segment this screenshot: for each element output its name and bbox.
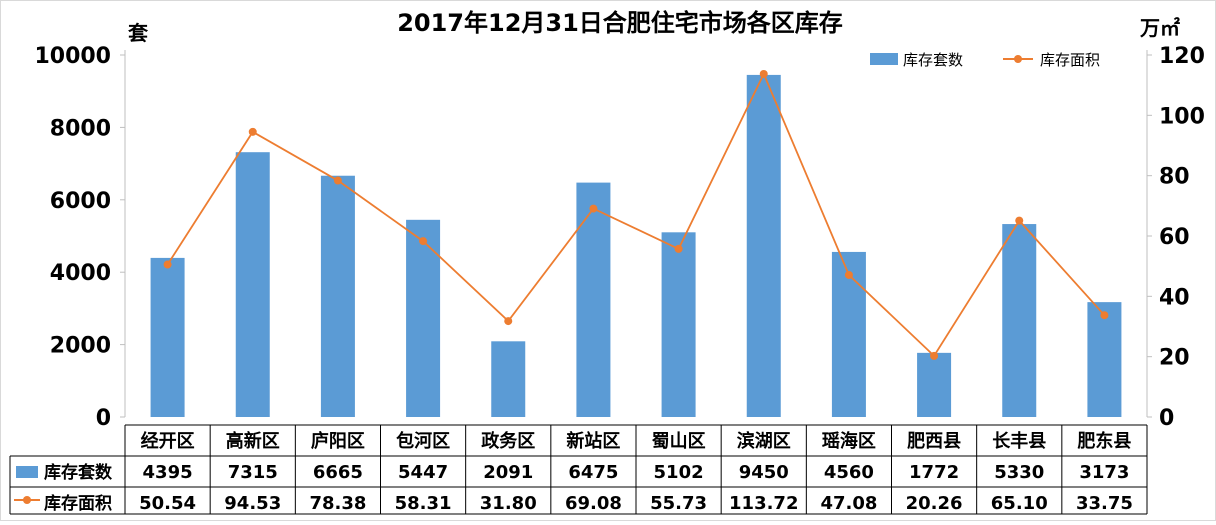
right-tick-label: 40: [1159, 285, 1190, 310]
left-tick-label: 4000: [50, 261, 111, 286]
right-tick-label: 20: [1159, 346, 1190, 371]
category-label: 肥东县: [1076, 430, 1131, 452]
left-axis-unit: 套: [128, 21, 148, 45]
table-cell-area: 33.75: [1076, 493, 1133, 514]
table-cell-area: 20.26: [906, 493, 963, 514]
area-point-8: [759, 69, 768, 78]
data-table: 经开区 高新区 庐阳区 包河区 政务区 新站区 蜀山区 滨湖区 瑶海区 肥西县 长丰县 肥东县库存套数…: [9, 424, 1148, 515]
table-line-marker: [23, 496, 31, 504]
area-point-2: [248, 127, 257, 136]
table-cell-units: 2091: [483, 462, 533, 483]
chart-title: 2017年12月31日合肥住宅市场各区库存: [397, 9, 843, 37]
bar-10: [917, 352, 952, 417]
area-point-7: [674, 244, 683, 253]
area-point-11: [1015, 216, 1024, 225]
area-line: [166, 71, 1106, 358]
bar-7: [661, 232, 696, 417]
legend-bar-label: 库存套数: [903, 51, 963, 69]
area-point-1: [163, 260, 172, 269]
table-cell-area: 65.10: [991, 493, 1048, 514]
right-tick-label: 0: [1159, 406, 1174, 431]
table-row-header: 库存面积: [44, 493, 112, 514]
bar-8: [746, 74, 781, 417]
right-tick-label: 120: [1159, 44, 1205, 69]
table-cell-area: 47.08: [820, 493, 877, 514]
right-tick-label: 100: [1159, 104, 1205, 129]
category-label: 长丰县: [992, 430, 1046, 452]
table-cell-area: 78.38: [309, 493, 366, 514]
table-cell-units: 5102: [654, 462, 704, 483]
table-cell-area: 31.80: [480, 493, 537, 514]
category-label: 新站区: [566, 430, 620, 452]
category-label: 庐阳区: [311, 430, 365, 452]
table-cell-area: 94.53: [224, 493, 281, 514]
table-row-header: 库存套数: [44, 462, 113, 483]
left-tick-label: 6000: [50, 189, 111, 214]
left-tick-label: 2000: [50, 334, 111, 359]
bar-5: [491, 341, 526, 417]
legend-line-marker: [1014, 55, 1022, 63]
category-label: 高新区: [226, 430, 280, 452]
table-cell-units: 1772: [909, 462, 959, 483]
table-cell-units: 7315: [228, 462, 278, 483]
area-point-3: [333, 176, 342, 185]
area-point-6: [589, 204, 598, 213]
left-tick-label: 8000: [50, 116, 111, 141]
bar-9: [831, 251, 866, 417]
category-label: 经开区: [141, 430, 195, 452]
right-axis-unit: 万㎡: [1139, 16, 1180, 40]
left-tick-label: 10000: [34, 44, 111, 69]
legend-bar-swatch: [870, 53, 898, 65]
left-tick-label: 0: [96, 406, 111, 431]
category-label: 肥西县: [906, 431, 961, 452]
bar-3: [320, 175, 355, 417]
area-point-4: [419, 237, 428, 246]
table-bar-swatch: [16, 466, 38, 478]
legend: 库存套数 库存面积: [870, 51, 1100, 69]
table-cell-units: 3173: [1079, 462, 1129, 483]
table-cell-units: 4395: [143, 462, 193, 483]
axes-group: 0 2000 4000 6000 8000 10000 0 20 40 60 80 100 120: [34, 44, 1204, 431]
table-cell-units: 4560: [824, 462, 874, 483]
category-label: 滨湖区: [737, 430, 791, 452]
right-tick-label: 80: [1159, 165, 1190, 190]
bar-1: [150, 257, 185, 417]
bar-12: [1087, 302, 1122, 417]
table-cell-units: 9450: [739, 462, 789, 483]
line-series-group: [163, 69, 1109, 360]
table-cell-area: 69.08: [565, 493, 622, 514]
bar-4: [406, 219, 441, 417]
category-label: 包河区: [396, 430, 450, 452]
category-label: 蜀山区: [652, 431, 706, 452]
category-label: 瑶海区: [822, 430, 876, 452]
table-cell-units: 5330: [994, 462, 1044, 483]
table-cell-units: 6475: [568, 462, 618, 483]
table-cell-units: 6665: [313, 462, 363, 483]
area-point-9: [844, 270, 853, 279]
table-cell-area: 55.73: [650, 493, 707, 514]
bar-2: [235, 152, 270, 417]
right-tick-label: 60: [1159, 225, 1190, 250]
area-point-12: [1100, 311, 1109, 320]
legend-line-label: 库存面积: [1040, 51, 1100, 69]
category-label: 政务区: [481, 430, 535, 452]
table-cell-units: 5447: [398, 462, 448, 483]
table-cell-area: 113.72: [729, 493, 798, 514]
area-point-5: [504, 317, 513, 326]
bars-group: [150, 74, 1122, 417]
area-point-10: [930, 351, 939, 360]
bar-11: [1002, 224, 1037, 417]
bar-6: [576, 182, 611, 417]
table-cell-area: 58.31: [395, 493, 452, 514]
table-cell-area: 50.54: [139, 493, 196, 514]
